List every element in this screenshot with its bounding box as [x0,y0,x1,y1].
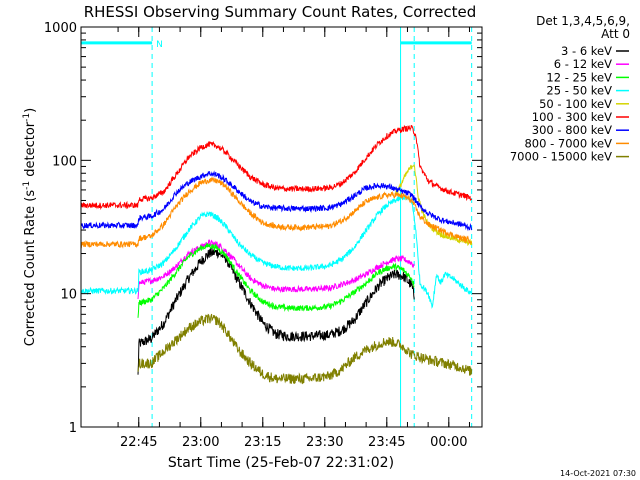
x-axis: 22:45 23:00 23:15 23:30 23:45 00:00 [117,27,470,450]
footer-timestamp: 14-Oct-2021 07:30 [560,469,636,478]
legend-label-1: 6 - 12 keV [554,57,612,71]
night-label: N [156,40,163,50]
series-line-3 [81,194,473,309]
series-line-5 [81,124,473,211]
x-tick-label-5: 00:00 [430,435,467,450]
x-tick-label-4: 23:45 [368,435,405,450]
legend-label-4: 50 - 100 keV [539,97,612,111]
y-axis-label-main: Corrected Count Rate (s [23,190,38,347]
series-line-0 [137,248,415,375]
y-axis-label-mid: detector [23,121,38,181]
legend-header-line-1: Det 1,3,4,5,6,9, [536,14,630,28]
series-line-7 [81,177,472,249]
plot-frame [80,26,483,428]
legend-label-8: 7000 - 15000 keV [510,150,612,164]
y-axis-label-sup2: -1 [22,113,32,122]
series-line-6 [81,170,473,232]
chart-title: RHESSI Observing Summary Count Rates, Co… [84,3,477,21]
x-tick-label-0: 22:45 [120,435,157,450]
legend-label-5: 100 - 300 keV [532,110,612,124]
legend-label-0: 3 - 6 keV [561,44,612,58]
y-tick-label-2: 100 [52,154,77,169]
y-axis: 1 10 100 1000 [44,21,482,436]
series-line-2 [137,242,415,318]
legend-label-3: 25 - 50 keV [546,84,612,98]
series-line-1 [137,239,415,300]
y-tick-label-0: 1 [69,421,77,436]
series-layer [81,124,473,385]
y-axis-label: Corrected Count Rate (s-1 detector-1) [22,108,38,346]
legend-label-7: 800 - 7000 keV [524,136,612,150]
y-tick-label-1: 10 [60,288,77,303]
x-tick-label-3: 23:30 [306,435,343,450]
legend-label-6: 300 - 800 keV [532,123,612,137]
x-tick-label-2: 23:15 [244,435,281,450]
y-tick-label-3: 1000 [44,21,77,36]
legend-header-line-2: Att 0 [601,27,630,41]
y-axis-label-end: ) [23,108,38,113]
x-tick-label-1: 23:00 [182,435,219,450]
legend-label-2: 12 - 25 keV [546,70,612,84]
x-axis-label: Start Time (25-Feb-07 22:31:02) [168,455,394,471]
y-axis-label-sup1: -1 [22,181,32,190]
series-line-8 [137,313,473,385]
